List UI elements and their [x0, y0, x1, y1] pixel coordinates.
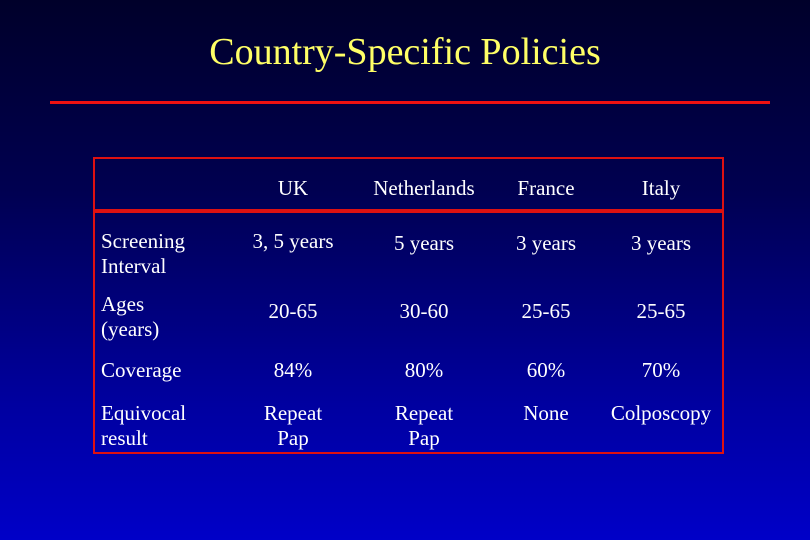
column-header-uk: UK	[277, 176, 309, 200]
table-cell: 5 years	[393, 231, 455, 255]
table-cell: 20-65	[268, 299, 318, 323]
policy-table	[93, 157, 724, 454]
table-cell: 3, 5 years	[252, 229, 334, 253]
row-label-line: Interval	[101, 254, 167, 278]
table-cell: Repeat Pap	[243, 401, 343, 451]
row-label-line: Coverage	[101, 358, 182, 382]
column-header-netherlands: Netherlands	[373, 176, 475, 200]
title-underline	[50, 101, 770, 104]
column-header-italy: Italy	[641, 176, 681, 200]
row-label-line: Equivocal	[101, 401, 187, 425]
table-cell: Colposcopy	[610, 401, 712, 425]
table-cell: 30-60	[399, 299, 449, 323]
row-label-coverage: Coverage	[101, 358, 181, 383]
row-label-ages: Ages (years)	[101, 292, 159, 342]
cell-line: Pap	[408, 426, 440, 450]
row-label-line: Ages	[101, 292, 145, 316]
table-cell: 3 years	[515, 231, 577, 255]
row-label-line: (years)	[101, 317, 160, 341]
cell-line: Pap	[277, 426, 309, 450]
table-cell: None	[523, 401, 569, 425]
table-cell: 25-65	[521, 299, 571, 323]
cell-line: Repeat	[394, 401, 454, 425]
table-cell: 25-65	[636, 299, 686, 323]
table-cell: Repeat Pap	[362, 401, 486, 451]
table-header-divider	[93, 209, 724, 213]
row-label-screening-interval: Screening Interval	[101, 229, 185, 279]
row-label-line: Screening	[101, 229, 185, 253]
cell-line: Repeat	[263, 401, 323, 425]
row-label-line: result	[101, 426, 148, 450]
table-cell: 70%	[641, 358, 681, 382]
table-cell: 3 years	[630, 231, 692, 255]
slide-title: Country-Specific Policies	[209, 31, 601, 73]
table-cell: 60%	[526, 358, 566, 382]
row-label-equivocal-result: Equivocal result	[101, 401, 186, 451]
column-header-france: France	[517, 176, 575, 200]
table-cell: 84%	[273, 358, 313, 382]
table-cell: 80%	[404, 358, 444, 382]
